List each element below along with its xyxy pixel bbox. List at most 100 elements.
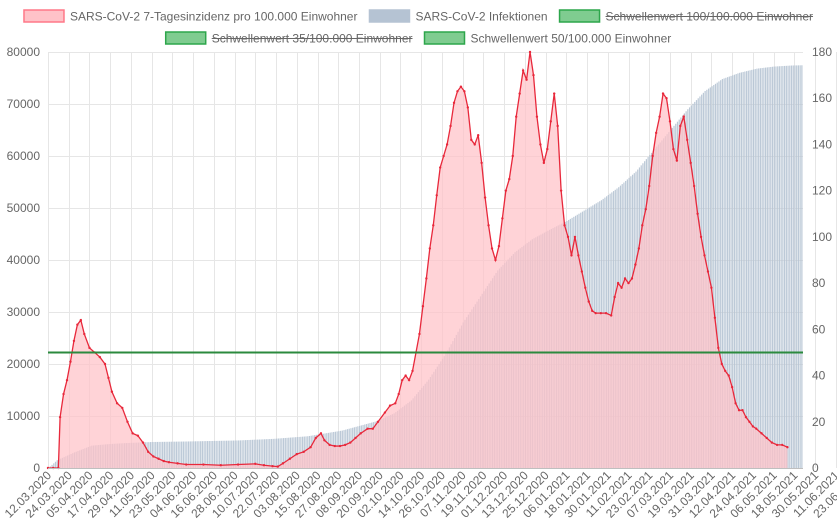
incidence-point [295,452,298,456]
infection-bar [797,65,800,468]
infection-bar [155,441,157,468]
incidence-point [202,463,205,466]
infection-bar [265,439,267,468]
incidence-point [748,420,751,423]
infection-bar [775,66,777,469]
incidence-point [724,369,727,373]
infection-bar [752,69,755,469]
infection-bar [189,441,191,468]
incidence-point [591,309,594,313]
incidence-point [463,90,466,93]
legend-swatch [423,31,466,45]
legend-swatch [23,9,65,23]
incidence-point [501,217,504,220]
infection-bar [716,82,718,469]
infection-bar [726,77,729,468]
infection-bar [723,78,725,468]
infection-bar [709,87,711,469]
incidence-point [328,443,331,447]
infection-bar [262,439,264,468]
infection-bar [205,441,207,468]
legend-swatch [164,31,207,45]
legend-item-1[interactable]: SARS-CoV-2 Infektionen [368,9,548,24]
y-right-tick-label: 20 [812,415,826,429]
incidence-point [668,120,672,123]
infection-bar [739,72,741,469]
incidence-point [504,189,508,192]
incidence-point [563,224,566,227]
incidence-point [706,270,710,273]
infection-bar [782,66,784,468]
incidence-point [302,450,305,454]
incidence-point [131,432,134,435]
infection-bar [799,65,801,468]
infection-bar [794,65,796,469]
infection-bar [751,69,753,468]
infection-bar [206,441,209,468]
infection-bar [172,441,174,468]
incidence-point [343,443,347,447]
incidence-point [473,143,476,146]
incidence-point [141,441,145,444]
infection-bar [234,440,236,468]
incidence-point [110,390,114,393]
incidence-point [689,161,692,165]
infection-bar [220,440,222,468]
infection-bar [298,436,300,468]
incidence-point [623,277,627,280]
incidence-point [421,305,425,308]
infection-bar [284,437,286,468]
incidence-point [532,73,535,77]
infection-bar [780,66,782,469]
infection-bar [745,71,748,469]
infection-bar [170,441,172,468]
infection-bar [208,441,210,468]
legend-item-0[interactable]: SARS-CoV-2 7-Tagesinzidenz pro 100.000 E… [23,9,358,24]
incidence-point [584,286,587,289]
incidence-point [710,286,713,289]
y-right-tick-label: 120 [812,184,832,198]
incidence-point [577,254,580,257]
incidence-point [103,362,107,366]
infection-bar [201,441,203,468]
incidence-point [599,311,603,315]
incidence-point [648,184,651,188]
incidence-point [559,189,563,192]
infection-bar [232,440,235,468]
incidence-point [553,92,556,95]
incidence-point [319,432,323,435]
infection-bar [250,439,252,468]
infection-bar [174,441,176,468]
infection-bar [246,440,248,468]
incidence-point [661,92,665,95]
incidence-point [490,247,494,250]
incidence-point [152,455,155,458]
incidence-point [672,147,675,151]
incidence-point [483,196,487,199]
incidence-point [755,427,758,430]
infection-bar [286,437,288,468]
incidence-point [466,106,470,109]
infection-bar [186,441,188,468]
legend-item-3[interactable]: Schwellenwert 35/100.000 Einwohner [164,31,413,46]
infection-bar [187,441,190,468]
infection-bar [714,83,717,468]
infection-bar [257,439,259,468]
y-right-tick-label: 140 [812,137,832,151]
incidence-point [751,425,755,428]
legend-item-2[interactable]: Schwellenwert 100/100.000 Einwohner [558,9,813,24]
chart-legend[interactable]: SARS-CoV-2 7-Tagesinzidenz pro 100.000 E… [23,9,813,46]
incidence-point [79,318,83,322]
y-left-tick-label: 40000 [7,253,41,267]
incidence-point [549,120,552,123]
infection-bar [733,74,736,468]
legend-item-4[interactable]: Schwellenwert 50/100.000 Einwohner [423,31,672,46]
incidence-point [696,212,699,215]
infection-bar [801,65,803,468]
incidence-point [83,332,86,336]
incidence-point [371,427,375,430]
incidence-point [713,316,717,319]
incidence-point [98,355,102,359]
infection-bar [288,437,290,468]
